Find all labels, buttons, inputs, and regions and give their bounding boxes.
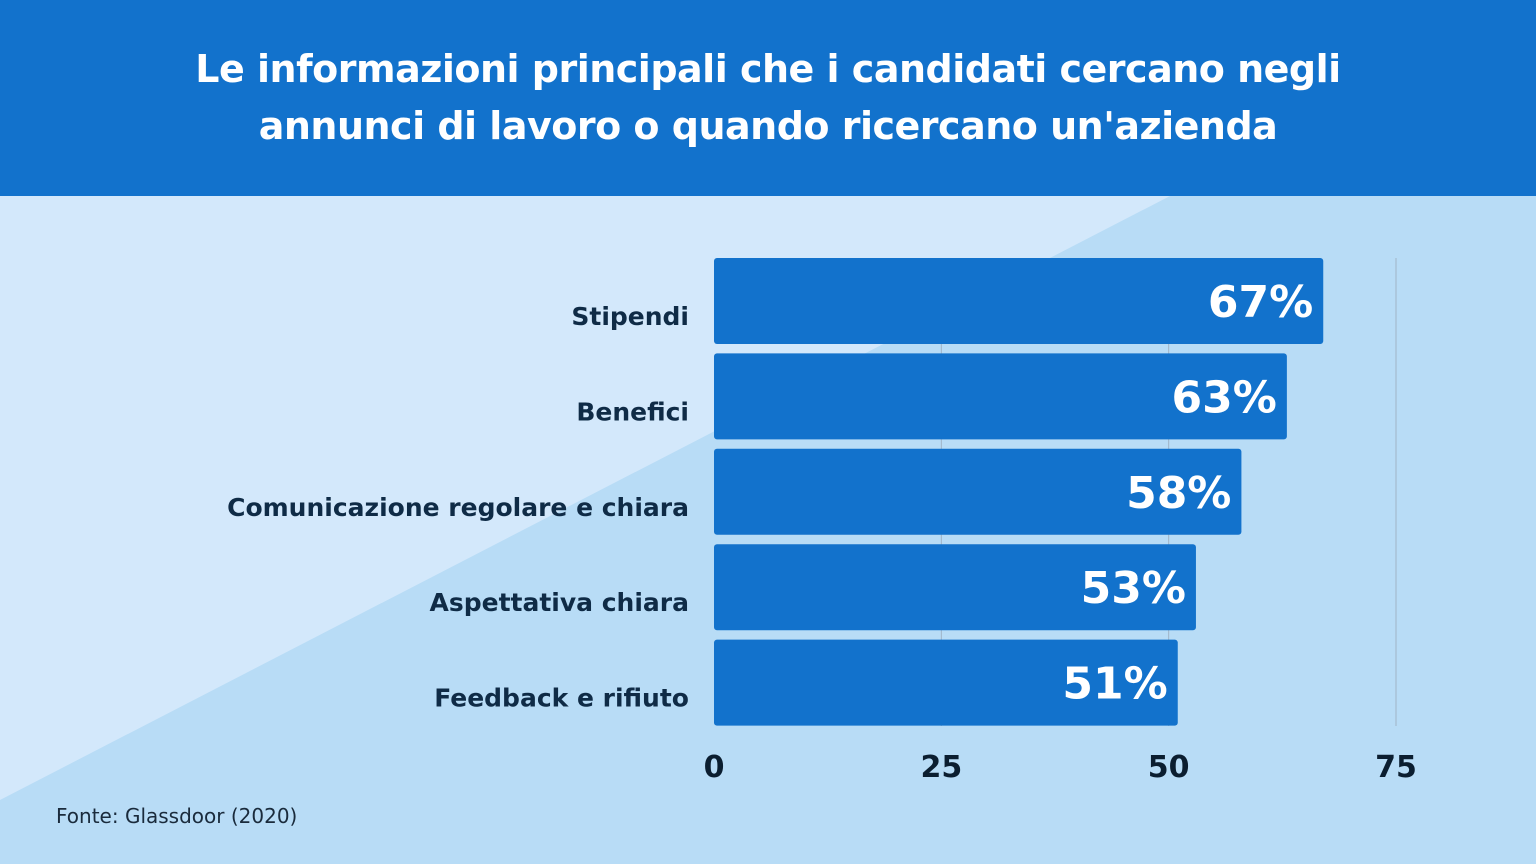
bar (714, 639, 1178, 726)
background-light-triangle (0, 196, 1170, 800)
bar-value-label: 67% (1208, 277, 1313, 328)
bar-value-label: 58% (1126, 468, 1231, 519)
bar-value-label: 63% (1172, 372, 1277, 423)
bar-value-label: 51% (1062, 659, 1167, 710)
source-note: Fonte: Glassdoor (2020) (56, 804, 298, 828)
bar-value-label: 53% (1081, 563, 1186, 614)
bar (714, 258, 1324, 344)
x-tick-label: 75 (1375, 750, 1417, 785)
chart-title: Le informazioni principali che i candida… (195, 47, 1341, 148)
bar (714, 544, 1196, 631)
x-tick-label: 50 (1148, 750, 1190, 785)
x-tick-label: 25 (920, 750, 962, 785)
category-label: Aspettativa chiara (430, 588, 690, 617)
bar (714, 353, 1287, 440)
header-banner: Le informazioni principali che i candida… (0, 0, 1536, 196)
x-tick-label: 0 (704, 750, 725, 785)
category-label: Comunicazione regolare e chiara (227, 493, 689, 522)
bar (714, 448, 1242, 535)
category-label: Stipendi (571, 302, 689, 331)
category-label: Benefici (576, 397, 689, 426)
category-label: Feedback e rifiuto (434, 684, 689, 713)
